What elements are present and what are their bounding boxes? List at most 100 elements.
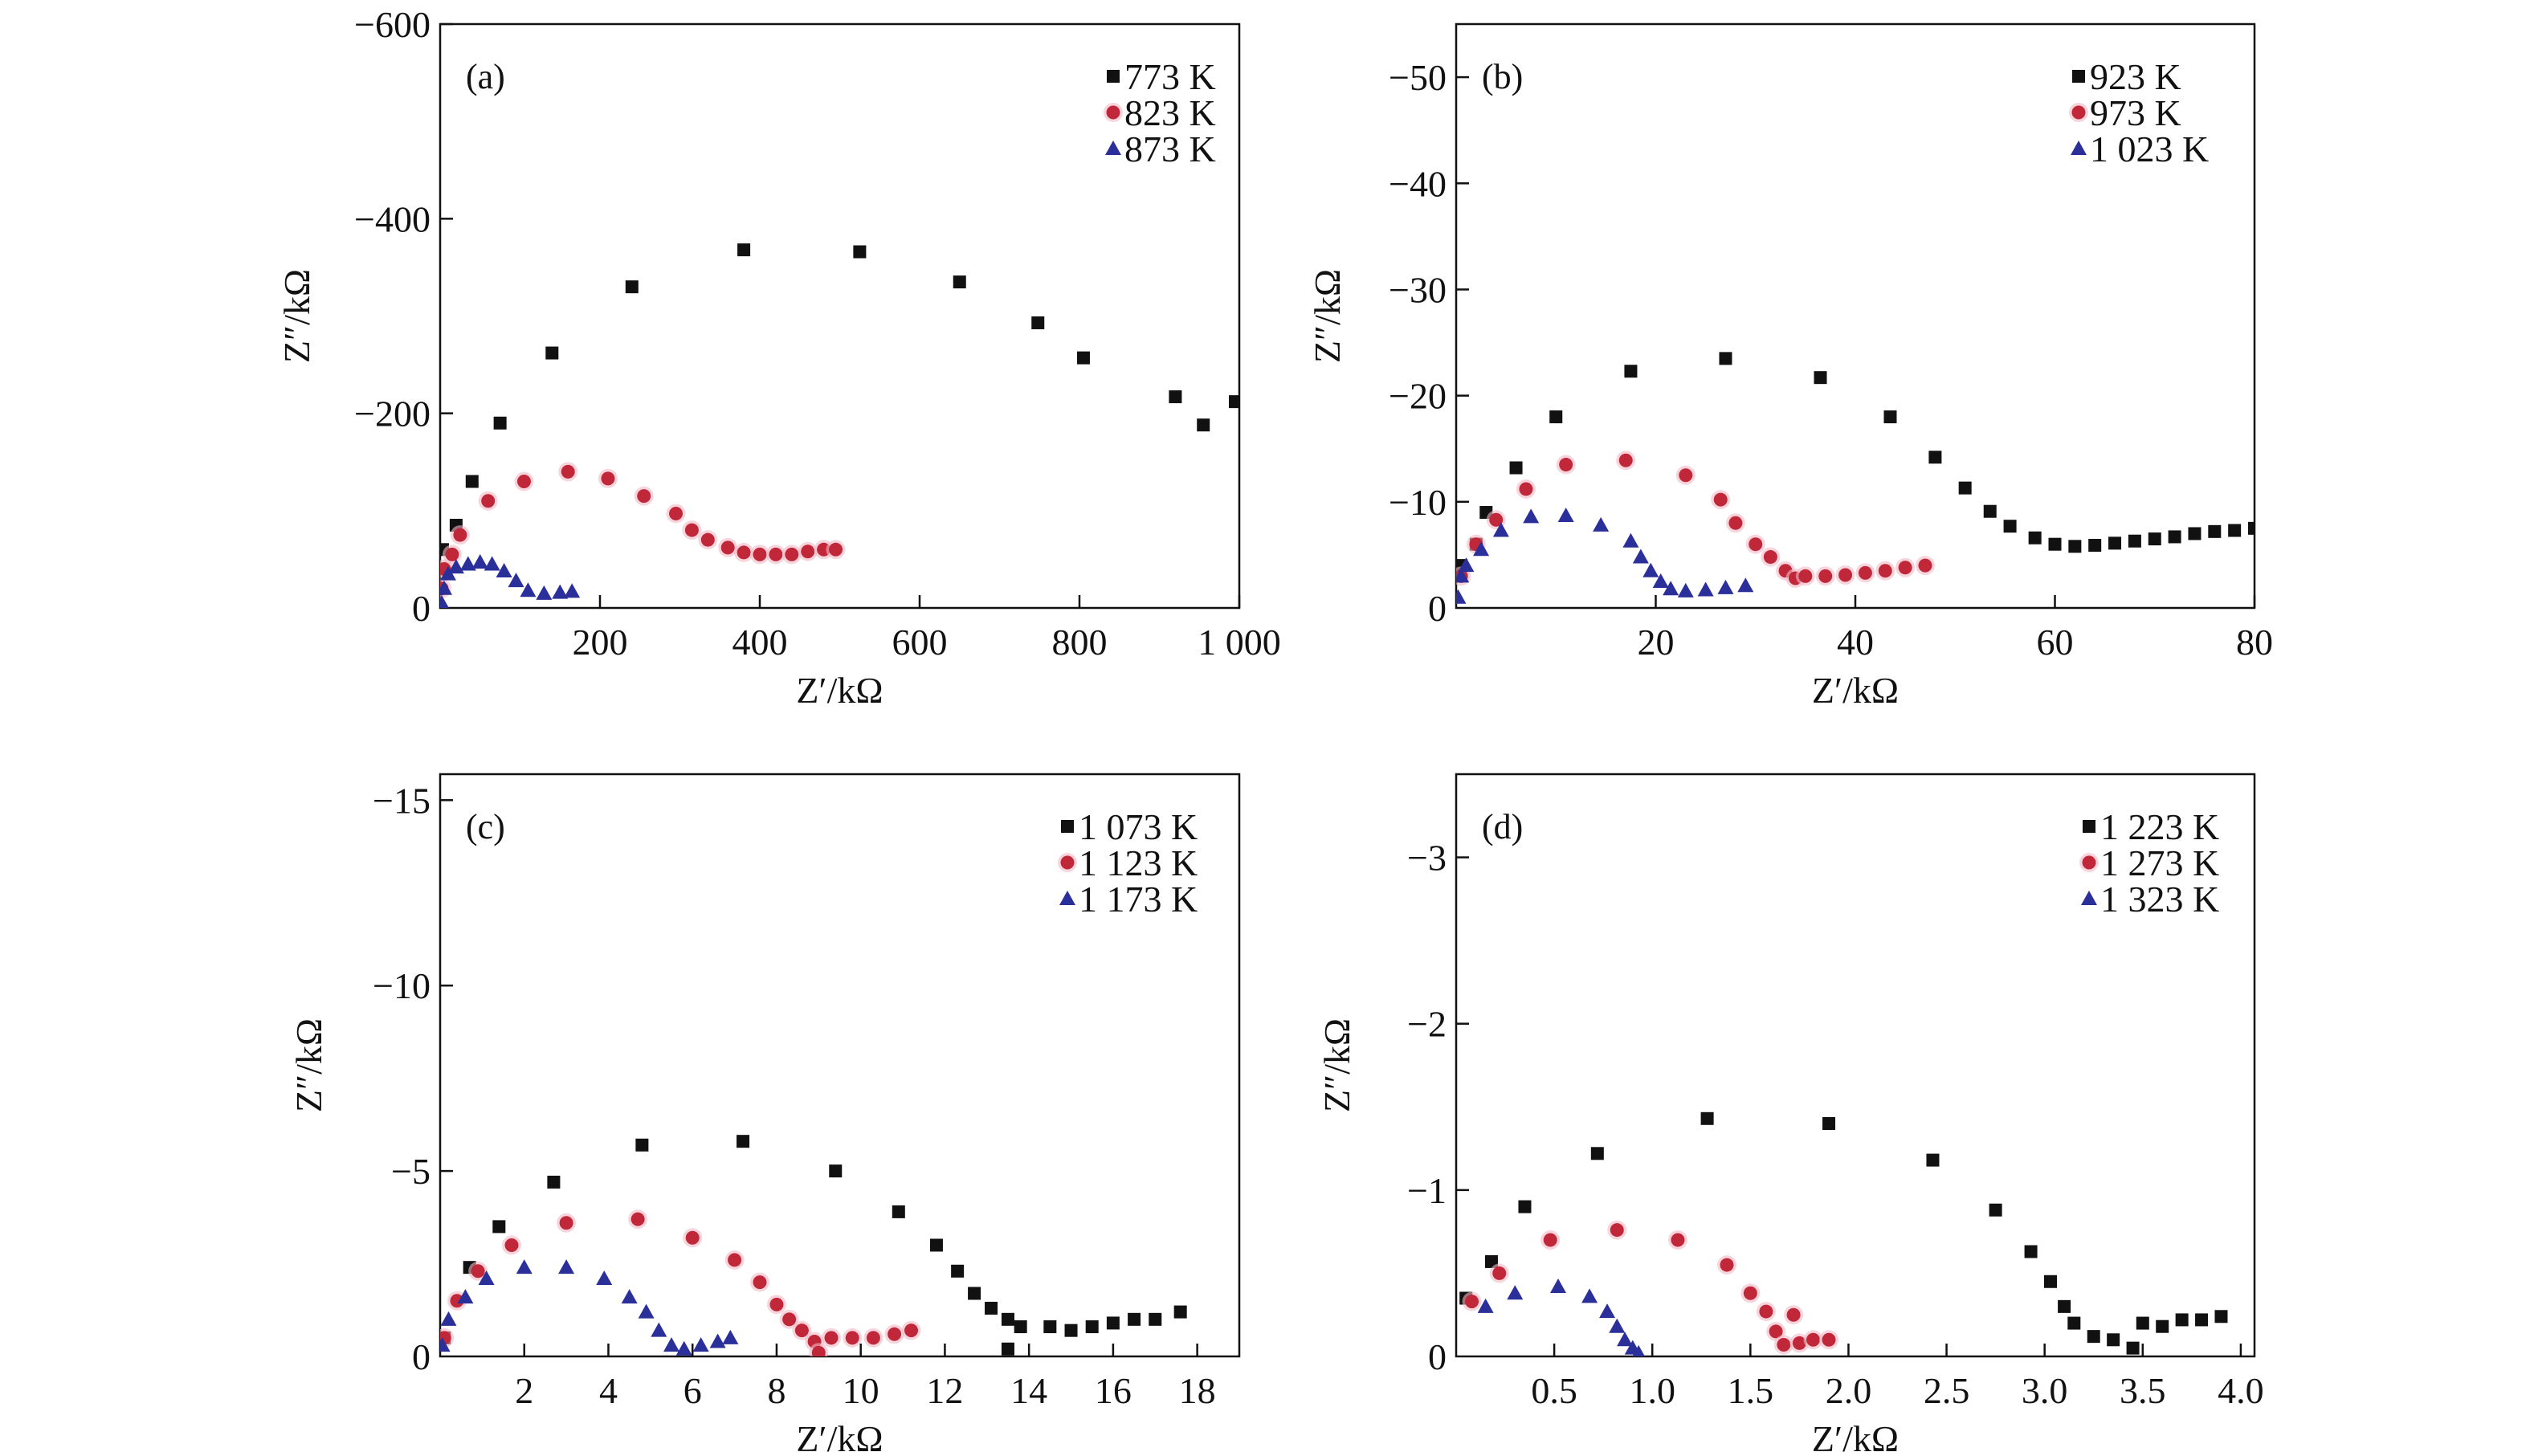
data-point	[558, 1259, 575, 1275]
data-point	[445, 547, 459, 561]
legend-label: 923 K	[2090, 56, 2181, 97]
x-tick-label: 60	[2037, 622, 2074, 663]
data-point	[1549, 1279, 1566, 1293]
data-point	[700, 532, 715, 547]
legend-label: 1 173 K	[1079, 879, 1198, 920]
series-1-323-K	[1477, 1279, 1645, 1356]
y-tick-label: −50	[1389, 57, 1447, 98]
y-tick-label: 0	[1428, 1336, 1447, 1377]
data-point	[1720, 1258, 1734, 1272]
data-point	[1878, 564, 1892, 578]
data-point	[1743, 1286, 1757, 1300]
x-tick-label: 2	[515, 1370, 533, 1411]
legend-entry: 973 K	[2069, 92, 2181, 133]
y-axis-title: Z″/kΩ	[1307, 269, 1348, 363]
data-point	[1713, 492, 1728, 507]
series-823-K	[440, 462, 846, 598]
data-point	[520, 582, 537, 597]
data-point	[685, 1230, 700, 1245]
legend-marker	[1107, 70, 1120, 83]
legend-marker	[2071, 141, 2087, 155]
data-point	[457, 1289, 474, 1304]
data-point	[440, 1337, 451, 1352]
data-point	[1806, 1332, 1820, 1347]
data-point	[888, 1327, 902, 1341]
data-point	[1523, 508, 1540, 524]
x-tick-label: 6	[684, 1370, 702, 1411]
legend-marker	[1105, 141, 1121, 155]
x-tick-label: 2.5	[1924, 1370, 1970, 1411]
series-923-K	[1456, 352, 2255, 573]
panel-a: 200 400 600 800 1 000 0 −200 −400 −600 Z′/kΩ Z″/kΩ…	[276, 4, 1281, 711]
x-tick-label: 4.0	[2218, 1370, 2264, 1411]
data-point	[675, 1340, 692, 1356]
legend-marker	[2072, 70, 2085, 83]
data-point	[1989, 1203, 2002, 1217]
data-point	[547, 1175, 561, 1189]
y-tick-label: −600	[354, 4, 431, 45]
data-point	[2168, 530, 2181, 544]
y-tick-label: −10	[373, 965, 431, 1006]
x-tick-label: 12	[926, 1370, 963, 1411]
x-tick-label: 16	[1095, 1370, 1132, 1411]
legend-label: 1 123 K	[1079, 842, 1198, 883]
y-tick-label: −400	[354, 198, 431, 239]
legend-entry: 823 K	[1104, 92, 1216, 133]
data-point	[1610, 1223, 1624, 1238]
data-point	[481, 494, 496, 508]
data-point	[1697, 581, 1714, 597]
data-point	[1822, 1332, 1836, 1347]
data-point	[1786, 1307, 1801, 1322]
legend-label: 1 223 K	[2100, 806, 2219, 847]
x-axis-title: Z′/kΩ	[1812, 1418, 1899, 1456]
data-point	[829, 542, 843, 557]
data-point	[1519, 482, 1533, 496]
data-point	[471, 1264, 485, 1279]
x-tick-label: 8	[767, 1370, 786, 1411]
legend-marker	[2081, 891, 2097, 905]
x-axis-title: Z′/kΩ	[1812, 670, 1899, 711]
plot-frame	[439, 773, 1241, 1358]
plot-frame	[439, 22, 1241, 610]
data-point	[552, 584, 569, 599]
legend-label: 823 K	[1124, 92, 1216, 133]
y-tick-label: −20	[1389, 376, 1447, 417]
y-axis-title: Z″/kΩ	[288, 1018, 329, 1112]
data-point	[1549, 410, 1563, 424]
data-point	[508, 573, 524, 588]
legend-marker	[1106, 105, 1120, 120]
data-point	[651, 1322, 667, 1337]
series-1-223-K	[1459, 1111, 2228, 1355]
data-point	[1777, 1338, 1791, 1352]
data-point	[1663, 581, 1679, 596]
series-773-K	[440, 243, 1239, 557]
data-point	[794, 1323, 809, 1338]
data-point	[801, 544, 815, 559]
data-point	[625, 280, 639, 294]
legend-label: 1 073 K	[1079, 806, 1198, 847]
data-point	[1465, 1295, 1479, 1309]
data-point	[1557, 508, 1574, 523]
data-point	[471, 554, 488, 569]
data-point	[1509, 461, 1523, 475]
data-point	[1858, 565, 1872, 580]
data-point	[904, 1323, 919, 1338]
data-point	[2048, 537, 2062, 551]
data-point	[709, 1333, 726, 1348]
legend-entry: 1 323 K	[2081, 879, 2219, 920]
data-point	[2126, 1341, 2140, 1355]
data-point	[2024, 1245, 2038, 1258]
legend-entry: 1 123 K	[1058, 842, 1198, 883]
data-point	[559, 1216, 573, 1230]
data-point	[1617, 1332, 1634, 1347]
x-tick-label: 200	[573, 622, 628, 663]
y-tick-label: 0	[412, 1336, 431, 1377]
panel-d: 0.5 1.0 1.5 2.0 2.5 3.0 3.5 4.0 0 −1 −2 −3 Z′/kΩ Z″/k…	[1316, 773, 2264, 1456]
x-tick-label: 400	[732, 622, 788, 663]
legend-entry: 1 023 K	[2071, 128, 2209, 169]
data-point	[785, 547, 799, 561]
data-point	[2058, 1299, 2071, 1313]
data-point	[824, 1331, 839, 1345]
data-point	[1599, 1303, 1616, 1319]
legend-label: 973 K	[2090, 92, 2181, 133]
